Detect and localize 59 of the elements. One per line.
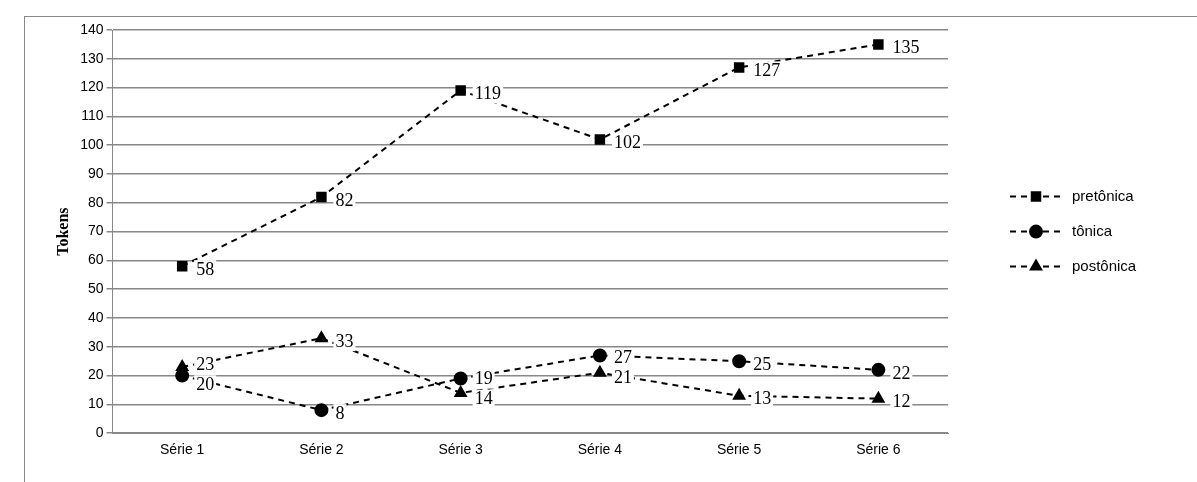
- point: [732, 354, 747, 369]
- data-label: 102: [613, 132, 641, 153]
- point: [316, 191, 327, 203]
- data-label: 33: [335, 330, 354, 351]
- y-tick-label: 60: [87, 251, 104, 268]
- y-tick-label: 140: [80, 20, 104, 37]
- data-label: 21: [613, 366, 632, 387]
- x-tick-label: Série 4: [577, 441, 623, 458]
- x-tick-label: Série 2: [299, 441, 344, 458]
- data-label: 8: [335, 402, 345, 423]
- y-tick-label: 110: [81, 107, 104, 124]
- y-tick-label: 130: [80, 49, 104, 66]
- y-axis-title: Tokens: [53, 207, 71, 256]
- point: [315, 331, 328, 343]
- legend-label: tônica: [1072, 221, 1113, 239]
- y-tick-label: 10: [87, 395, 104, 412]
- x-tick-label: Série 6: [856, 441, 901, 458]
- point: [732, 388, 746, 400]
- data-label: 27: [613, 346, 632, 367]
- legend-label: postônica: [1072, 256, 1137, 274]
- data-label: 14: [474, 388, 493, 409]
- y-tick-label: 30: [87, 337, 104, 354]
- y-tick-label: 70: [87, 222, 104, 239]
- point: [314, 403, 329, 418]
- point: [871, 362, 886, 377]
- y-tick-label: 50: [87, 280, 104, 297]
- data-label: 135: [892, 37, 920, 58]
- data-label: 12: [892, 391, 911, 412]
- legend-label: pretônica: [1072, 186, 1135, 204]
- data-label: 19: [474, 368, 493, 389]
- data-label: 58: [196, 258, 215, 279]
- y-tick-label: 90: [87, 164, 104, 181]
- data-label: 127: [753, 60, 781, 81]
- point: [453, 371, 468, 386]
- y-tick-label: 20: [87, 366, 104, 383]
- point: [455, 85, 466, 96]
- point: [176, 260, 188, 272]
- point: [594, 134, 606, 145]
- data-label: 22: [892, 362, 911, 383]
- y-tick-label: 100: [80, 136, 104, 153]
- point: [592, 348, 607, 363]
- point: [593, 365, 607, 377]
- y-tick-label: 80: [87, 193, 104, 210]
- x-tick-label: Série 5: [716, 441, 762, 458]
- x-tick-label: Série 3: [438, 441, 484, 458]
- data-label: 13: [753, 388, 772, 409]
- data-label: 23: [196, 354, 215, 375]
- data-label: 82: [335, 189, 354, 210]
- point: [454, 385, 467, 397]
- x-tick-label: Série 1: [160, 441, 205, 458]
- point: [873, 39, 884, 50]
- y-tick-label: 40: [87, 308, 104, 325]
- data-label: 119: [474, 83, 501, 104]
- data-label: 25: [753, 353, 772, 374]
- data-label: 20: [196, 374, 215, 395]
- point: [733, 62, 745, 73]
- y-tick-label: 120: [80, 78, 104, 95]
- y-tick-label: 0: [95, 424, 104, 441]
- point: [872, 391, 885, 403]
